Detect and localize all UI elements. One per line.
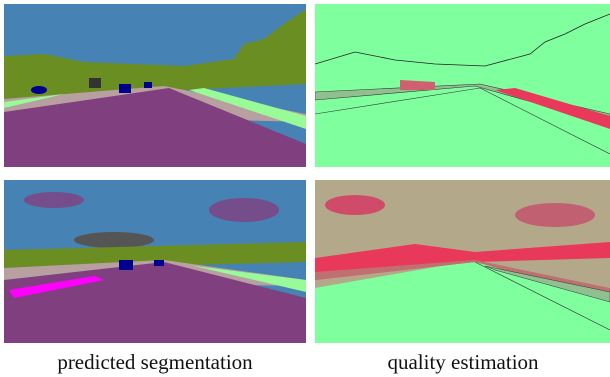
quality-image-bottom xyxy=(315,180,610,343)
caption: quality estimation xyxy=(313,350,610,375)
quality-image-top xyxy=(315,4,610,167)
caption: predicted segmentation xyxy=(5,350,305,375)
segmentation-image-bottom xyxy=(4,180,306,343)
segmentation-image-top xyxy=(4,4,306,167)
page: {"captions": ["predicted segmentation", … xyxy=(0,0,610,377)
